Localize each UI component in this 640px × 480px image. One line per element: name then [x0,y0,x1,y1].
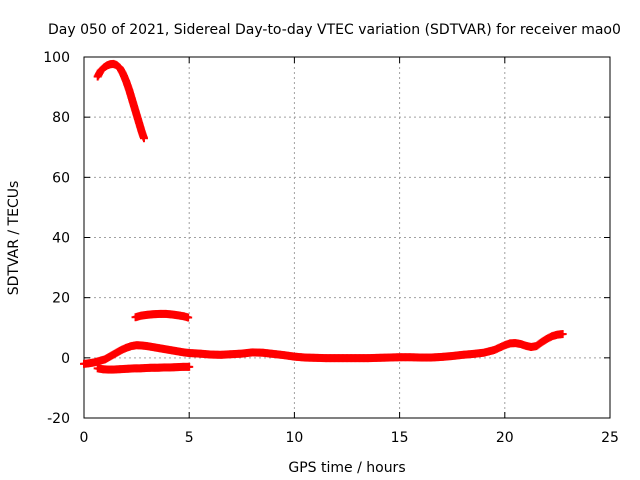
y-tick-label: 0 [61,351,70,367]
x-tick-label: 10 [285,430,303,446]
y-tick-label: 40 [52,231,70,247]
x-tick-label: 0 [80,430,89,446]
x-tick-label: 20 [496,430,514,446]
data-point-main-trace [558,330,567,339]
data-point-high-arc [139,134,148,143]
data-point-mid-arc [184,313,193,322]
data-point-low-arc [185,362,194,371]
y-tick-label: -20 [47,411,70,427]
chart-title: Day 050 of 2021, Sidereal Day-to-day VTE… [48,22,621,38]
y-tick-label: 20 [52,291,70,307]
data-points [80,59,567,374]
y-tick-label: 60 [52,170,70,186]
y-tick-label: 100 [43,50,70,66]
axis-ticks: 0 5 10 15 20 25 -20 0 20 40 60 80 100 [43,50,619,446]
x-tick-label: 5 [185,430,194,446]
x-tick-label: 25 [601,430,619,446]
y-axis-title: SDTVAR / TECUs [6,181,22,296]
x-tick-label: 15 [391,430,409,446]
y-tick-label: 80 [52,110,70,126]
x-axis-title: GPS time / hours [288,460,405,476]
